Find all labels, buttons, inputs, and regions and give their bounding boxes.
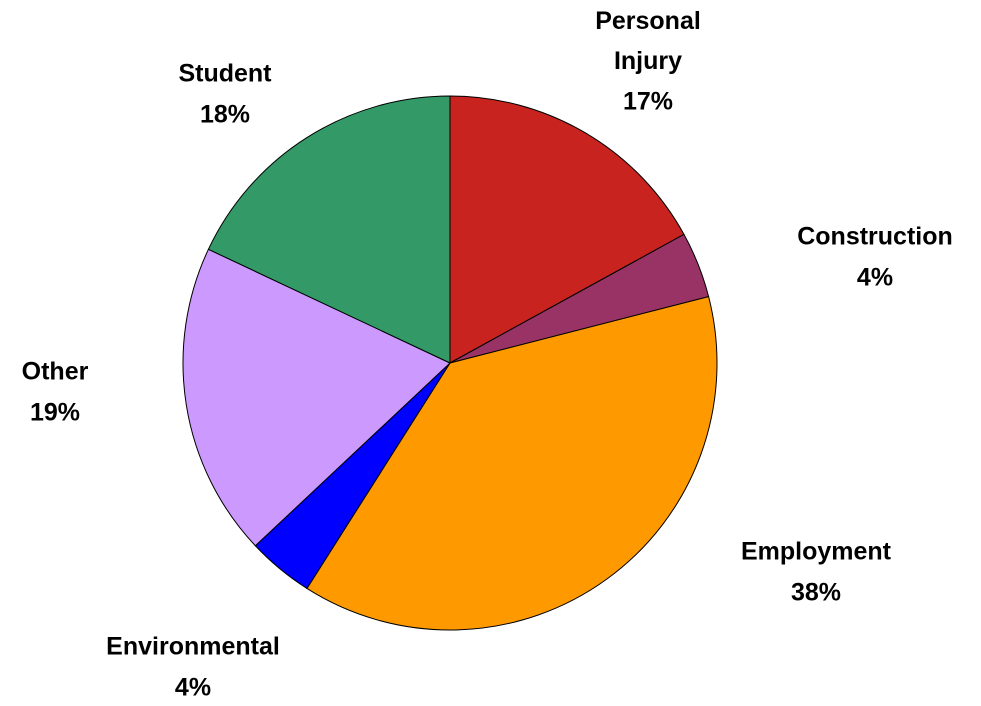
slice (182, 248, 451, 547)
slice-label: Student (178, 60, 272, 88)
slice (207, 95, 451, 364)
slice-label: Construction (797, 223, 953, 251)
slice-label: Environmental (106, 633, 280, 661)
slice-label: Other (22, 358, 89, 386)
value-label: 4% (857, 264, 893, 292)
slice (449, 95, 685, 364)
value-label: 19% (30, 399, 80, 427)
value-label: 18% (200, 101, 250, 129)
value-label: 17% (623, 88, 673, 116)
slice-label: Employment (741, 538, 892, 566)
slice (306, 295, 718, 631)
value-label: 4% (175, 674, 211, 702)
value-label: 38% (791, 579, 841, 607)
slice-label: Personal Injury (595, 7, 701, 75)
